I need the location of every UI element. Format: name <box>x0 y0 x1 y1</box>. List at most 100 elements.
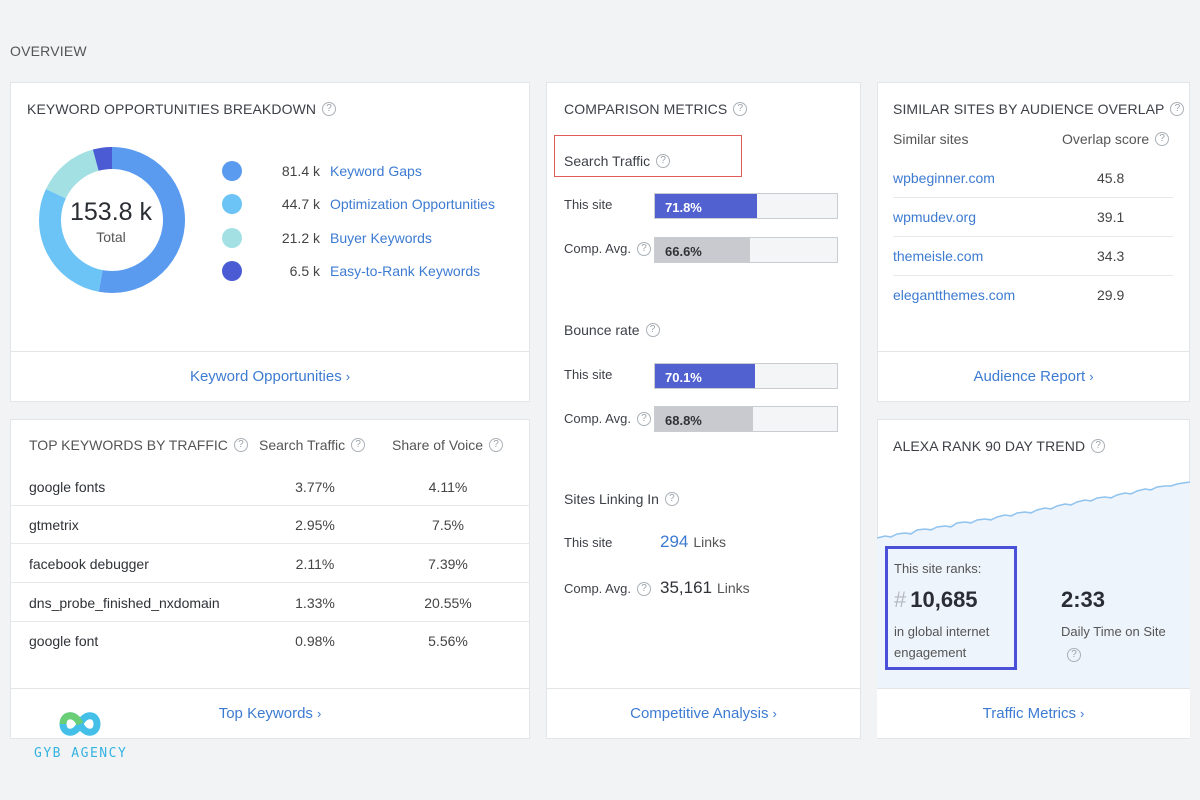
list-item[interactable]: wpbeginner.com 45.8 <box>893 159 1173 198</box>
site-link[interactable]: wpbeginner.com <box>893 170 995 186</box>
br-this-site-label: This site <box>564 367 613 382</box>
traffic-cell: 0.98% <box>295 633 335 649</box>
top-keywords-link[interactable]: Top Keywords <box>218 705 313 722</box>
bar-fill <box>655 238 750 262</box>
bar-value: 66.6% <box>665 244 702 259</box>
table-row[interactable]: gtmetrix 2.95% 7.5% <box>10 506 530 544</box>
br-comp-avg-bar: 68.8% <box>654 406 838 432</box>
bar-value: 71.8% <box>665 200 702 215</box>
links-unit: Links <box>717 580 750 596</box>
legend-link[interactable]: Buyer Keywords <box>330 230 432 246</box>
page-title: OVERVIEW <box>10 43 87 59</box>
daily-time-label: Daily Time on Site ? <box>1061 624 1166 662</box>
audience-report-link[interactable]: Audience Report <box>973 368 1086 385</box>
rank-value: # 10,685 <box>894 587 978 613</box>
rank-label: This site ranks: <box>894 561 982 576</box>
legend-link[interactable]: Easy-to-Rank Keywords <box>330 263 481 279</box>
links-count: 35,161 <box>660 578 712 597</box>
donut-segment-0[interactable] <box>98 147 185 293</box>
bounce-rate-label: Bounce rate ? <box>564 322 660 338</box>
col-similar-sites: Similar sites <box>893 131 969 147</box>
bar-fill <box>655 407 753 431</box>
links-count[interactable]: 294 <box>660 532 689 551</box>
legend-item-optimization[interactable]: 44.7 k Optimization Opportunities <box>222 194 495 214</box>
help-icon[interactable]: ? <box>351 438 366 452</box>
chevron-right-icon[interactable]: › <box>1089 369 1094 384</box>
overlap-score: 39.1 <box>1097 209 1125 225</box>
help-icon[interactable]: ? <box>1091 439 1106 453</box>
legend-item-buyer-keywords[interactable]: 21.2 k Buyer Keywords <box>222 228 432 248</box>
table-row[interactable]: facebook debugger 2.11% 7.39% <box>10 545 530 583</box>
legend-dot <box>222 228 242 248</box>
legend-value: 81.4 k <box>281 163 320 179</box>
sl-this-site-label: This site <box>564 535 613 550</box>
help-icon[interactable]: ? <box>1170 102 1185 116</box>
help-icon[interactable]: ? <box>233 438 248 452</box>
help-icon[interactable]: ? <box>1067 648 1081 662</box>
table-row[interactable]: google fonts 3.77% 4.11% <box>10 468 530 506</box>
help-icon[interactable]: ? <box>489 438 504 452</box>
chevron-right-icon[interactable]: › <box>316 706 322 721</box>
site-link[interactable]: themeisle.com <box>893 248 984 264</box>
trend-line <box>877 481 1190 539</box>
bar-fill <box>655 364 755 388</box>
legend-value: 6.5 k <box>289 263 320 279</box>
help-icon[interactable]: ? <box>656 154 671 168</box>
site-link[interactable]: elegantthemes.com <box>893 287 1016 303</box>
chevron-right-icon[interactable]: › <box>772 706 777 721</box>
overlap-score: 45.8 <box>1097 170 1125 186</box>
st-this-site-bar: 71.8% <box>654 193 838 219</box>
voice-cell: 20.55% <box>424 595 472 611</box>
legend-item-keyword-gaps[interactable]: 81.4 k Keyword Gaps <box>222 161 422 181</box>
legend-dot <box>222 194 242 214</box>
brand-name: GYB AGENCY <box>34 746 128 761</box>
st-this-site-label: This site <box>564 197 613 212</box>
alexa-trend-chart <box>877 481 1190 689</box>
col-search-traffic[interactable]: Search Traffic ? <box>259 437 366 453</box>
table-row[interactable]: google font 0.98% 5.56% <box>10 622 530 660</box>
voice-cell: 7.5% <box>432 517 464 533</box>
sl-this-site-value: 294 Links <box>660 532 726 552</box>
donut-total-value: 153.8 k <box>69 198 152 226</box>
site-link[interactable]: wpmudev.org <box>893 209 977 225</box>
help-icon[interactable]: ? <box>322 102 337 116</box>
traffic-cell: 1.33% <box>295 595 335 611</box>
help-icon[interactable]: ? <box>664 492 679 506</box>
list-item[interactable]: elegantthemes.com 29.9 <box>893 276 1173 315</box>
help-icon[interactable]: ? <box>645 323 660 337</box>
donut-segment-1[interactable] <box>39 188 104 292</box>
list-item[interactable]: wpmudev.org 39.1 <box>893 198 1173 237</box>
voice-cell: 4.11% <box>428 479 468 495</box>
traffic-metrics-link[interactable]: Traffic Metrics <box>982 705 1076 722</box>
chevron-right-icon[interactable]: › <box>345 369 351 384</box>
chevron-right-icon[interactable]: › <box>1080 706 1085 721</box>
similar-sites-title: SIMILAR SITES BY AUDIENCE OVERLAP ? <box>893 101 1185 117</box>
help-icon[interactable]: ? <box>636 241 651 256</box>
st-comp-avg-bar: 66.6% <box>654 237 838 263</box>
help-icon[interactable]: ? <box>636 581 651 596</box>
help-icon[interactable]: ? <box>733 102 748 116</box>
top-keywords-footer: Top Keywords › <box>10 688 530 738</box>
help-icon[interactable]: ? <box>1155 132 1170 146</box>
keyword-donut-chart <box>39 147 185 293</box>
col-overlap-score[interactable]: Overlap score ? <box>1062 131 1170 147</box>
hash-icon: # <box>894 587 907 612</box>
list-item[interactable]: themeisle.com 34.3 <box>893 237 1173 276</box>
legend-dot <box>222 261 242 281</box>
overlap-score: 29.9 <box>1097 287 1125 303</box>
legend-link[interactable]: Optimization Opportunities <box>330 196 495 212</box>
table-row[interactable]: dns_probe_finished_nxdomain 1.33% 20.55% <box>10 584 530 622</box>
voice-cell: 5.56% <box>428 633 468 649</box>
legend-link[interactable]: Keyword Gaps <box>330 163 422 179</box>
site-rank-highlight <box>885 546 1017 670</box>
donut-segment-2[interactable] <box>45 149 100 199</box>
legend-item-easy-to-rank[interactable]: 6.5 k Easy-to-Rank Keywords <box>222 261 480 281</box>
help-icon[interactable]: ? <box>636 411 651 426</box>
voice-cell: 7.39% <box>428 556 468 572</box>
donut-segment-3[interactable] <box>92 147 113 171</box>
sl-comp-avg-value: 35,161 Links <box>660 578 750 598</box>
keyword-opportunities-link[interactable]: Keyword Opportunities <box>189 368 342 385</box>
competitive-analysis-link[interactable]: Competitive Analysis <box>630 705 769 722</box>
br-this-site-bar: 70.1% <box>654 363 838 389</box>
col-share-of-voice[interactable]: Share of Voice ? <box>392 437 504 453</box>
